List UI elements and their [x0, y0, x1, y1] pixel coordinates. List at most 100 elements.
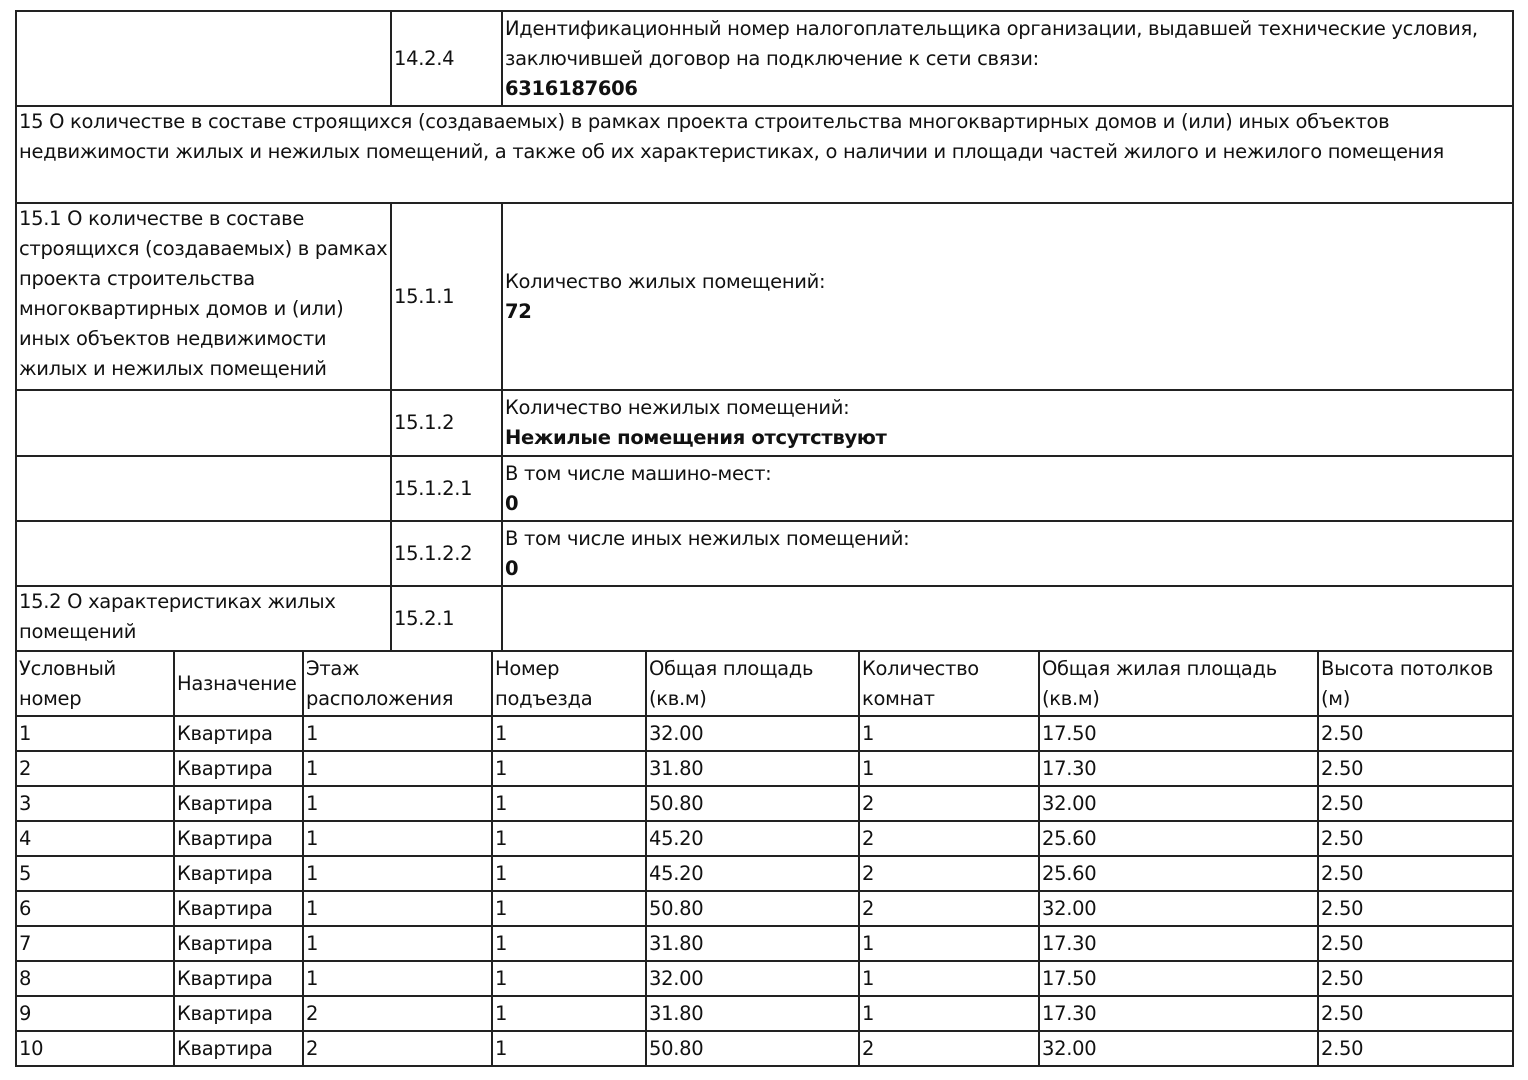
- table-cell: 17.30: [1038, 995, 1319, 1032]
- table-row: 8 Квартира 1 1 32.00 1 17.50 2.50: [15, 960, 1514, 997]
- table-cell: 32.00: [1038, 1030, 1319, 1067]
- table-cell: 17.30: [1038, 925, 1319, 962]
- section-content: В том числе машино-мест: 0: [501, 455, 1514, 522]
- table-cell: 1: [491, 785, 647, 822]
- section-15-1-2-2-row: 15.1.2.2 В том числе иных нежилых помеще…: [15, 520, 1514, 587]
- table-cell: 1: [491, 890, 647, 927]
- table-cell: 50.80: [645, 785, 860, 822]
- table-cell: 1: [491, 855, 647, 892]
- section-label: В том числе иных нежилых помещений:: [505, 526, 910, 550]
- section-value: 0: [505, 491, 519, 515]
- table-cell: 31.80: [645, 750, 860, 787]
- table-cell: 1: [491, 715, 647, 752]
- table-cell: 2: [858, 785, 1040, 822]
- table-cell: 1: [302, 820, 493, 857]
- table-cell: 2: [858, 855, 1040, 892]
- table-cell: 2.50: [1317, 995, 1514, 1032]
- table-cell: 10: [15, 1030, 175, 1067]
- table-cell: 6: [15, 890, 175, 927]
- table-cell: 2: [15, 750, 175, 787]
- table-cell: 31.80: [645, 925, 860, 962]
- column-header: Общая площадь (кв.м): [645, 650, 860, 717]
- section-15-1-1-row: 15.1 О количестве в составе строящихся (…: [15, 202, 1514, 391]
- empty-cell: [15, 389, 392, 457]
- table-row: 1 Квартира 1 1 32.00 1 17.50 2.50: [15, 715, 1514, 752]
- section-code: 15.1.2: [390, 389, 503, 457]
- table-cell: Квартира: [173, 785, 304, 822]
- table-cell: 1: [302, 715, 493, 752]
- table-cell: 31.80: [645, 995, 860, 1032]
- empty-cell: [15, 520, 392, 587]
- table-row: 6 Квартира 1 1 50.80 2 32.00 2.50: [15, 890, 1514, 927]
- column-header: Высота потолков (м): [1317, 650, 1514, 717]
- table-cell: 3: [15, 785, 175, 822]
- table-cell: 5: [15, 855, 175, 892]
- section-value: 0: [505, 556, 519, 580]
- table-cell: 17.50: [1038, 715, 1319, 752]
- table-cell: 1: [491, 820, 647, 857]
- table-cell: 32.00: [1038, 785, 1319, 822]
- table-cell: Квартира: [173, 750, 304, 787]
- table-cell: 2: [302, 1030, 493, 1067]
- section-value: 6316187606: [505, 76, 638, 100]
- column-header: Условный номер: [15, 650, 175, 717]
- table-row: 3 Квартира 1 1 50.80 2 32.00 2.50: [15, 785, 1514, 822]
- table-cell: 2: [858, 1030, 1040, 1067]
- table-cell: 1: [491, 960, 647, 997]
- table-cell: 17.30: [1038, 750, 1319, 787]
- section-label: Количество жилых помещений:: [505, 269, 826, 293]
- table-cell: Квартира: [173, 1030, 304, 1067]
- table-cell: 9: [15, 995, 175, 1032]
- table-row: 4 Квартира 1 1 45.20 2 25.60 2.50: [15, 820, 1514, 857]
- table-cell: 2.50: [1317, 890, 1514, 927]
- table-cell: 32.00: [1038, 890, 1319, 927]
- section-heading: 15 О количестве в составе строящихся (со…: [15, 105, 1514, 204]
- table-cell: 2.50: [1317, 960, 1514, 997]
- section-14-2-4-row: 14.2.4 Идентификационный номер налогопла…: [15, 10, 1514, 107]
- table-row: 10 Квартира 2 1 50.80 2 32.00 2.50: [15, 1030, 1514, 1067]
- table-row: 9 Квартира 2 1 31.80 1 17.30 2.50: [15, 995, 1514, 1032]
- section-code: 15.1.1: [390, 202, 503, 391]
- table-header-row: Условный номер Назначение Этаж расположени…: [15, 650, 1514, 717]
- section-value: 72: [505, 299, 532, 323]
- table-row: 7 Квартира 1 1 31.80 1 17.30 2.50: [15, 925, 1514, 962]
- section-label: В том числе машино-мест:: [505, 461, 772, 485]
- column-header: Номер подъезда: [491, 650, 647, 717]
- table-cell: 45.20: [645, 855, 860, 892]
- table-cell: 25.60: [1038, 820, 1319, 857]
- table-cell: 1: [302, 925, 493, 962]
- section-content: В том числе иных нежилых помещений: 0: [501, 520, 1514, 587]
- table-cell: 2.50: [1317, 820, 1514, 857]
- section-code: 15.1.2.2: [390, 520, 503, 587]
- table-cell: 2: [858, 820, 1040, 857]
- section-content: Количество жилых помещений: 72: [501, 202, 1514, 391]
- section-15-row: 15 О количестве в составе строящихся (со…: [15, 105, 1514, 204]
- table-cell: 2.50: [1317, 855, 1514, 892]
- table-cell: 1: [858, 750, 1040, 787]
- table-cell: 1: [302, 785, 493, 822]
- section-label: Идентификационный номер налогоплательщик…: [505, 16, 1478, 70]
- table-cell: 1: [491, 925, 647, 962]
- table-cell: 2.50: [1317, 715, 1514, 752]
- empty-cell: [15, 10, 392, 107]
- section-15-1-2-row: 15.1.2 Количество нежилых помещений: Нежи…: [15, 389, 1514, 457]
- table-cell: 1: [491, 750, 647, 787]
- column-header: Этаж расположения: [302, 650, 493, 717]
- table-cell: 1: [858, 925, 1040, 962]
- section-15-2-row: 15.2 О характеристиках жилых помещений 1…: [15, 585, 1514, 652]
- column-header: Назначение: [173, 650, 304, 717]
- apartments-table: Условный номер Назначение Этаж расположени…: [15, 650, 1514, 1067]
- table-cell: Квартира: [173, 995, 304, 1032]
- section-content: Идентификационный номер налогоплательщик…: [501, 10, 1514, 107]
- table-cell: Квартира: [173, 820, 304, 857]
- empty-cell: [15, 455, 392, 522]
- table-cell: 1: [858, 995, 1040, 1032]
- table-cell: Квартира: [173, 855, 304, 892]
- section-code: 15.2.1: [390, 585, 503, 652]
- table-cell: 1: [491, 1030, 647, 1067]
- section-15-1-2-1-row: 15.1.2.1 В том числе машино-мест: 0: [15, 455, 1514, 522]
- table-cell: 17.50: [1038, 960, 1319, 997]
- table-cell: 7: [15, 925, 175, 962]
- table-row: 2 Квартира 1 1 31.80 1 17.30 2.50: [15, 750, 1514, 787]
- table-cell: 1: [858, 960, 1040, 997]
